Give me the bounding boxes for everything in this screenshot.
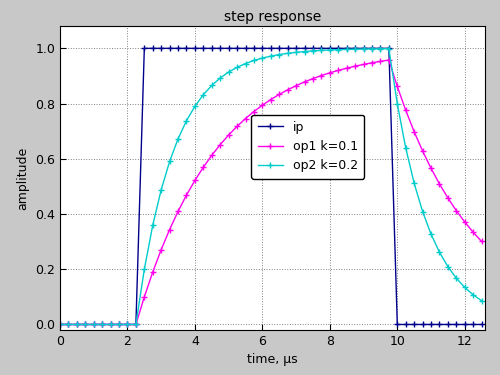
op2 k=0.2 [57, 322, 63, 327]
op1 k=0.1 [336, 68, 342, 73]
op1 k=0.1 [184, 193, 190, 197]
op1 k=0.1 [470, 230, 476, 234]
op1 k=0.1 [150, 270, 156, 274]
ip [478, 322, 484, 327]
ip [142, 46, 148, 51]
op1 k=0.1 [386, 58, 392, 62]
ip [369, 46, 375, 51]
op1 k=0.1 [57, 322, 63, 327]
Line: op1 k=0.1: op1 k=0.1 [56, 57, 485, 328]
ip [57, 322, 63, 327]
op2 k=0.2 [336, 47, 342, 52]
Title: step response: step response [224, 10, 321, 24]
op2 k=0.2 [470, 292, 476, 297]
ip [470, 322, 476, 327]
X-axis label: time, μs: time, μs [247, 353, 298, 366]
ip [158, 46, 164, 51]
op1 k=0.1 [360, 62, 366, 67]
Line: op2 k=0.2: op2 k=0.2 [56, 45, 485, 328]
ip [344, 46, 349, 51]
op2 k=0.2 [478, 298, 484, 303]
Line: ip: ip [56, 45, 485, 328]
ip [200, 46, 206, 51]
op2 k=0.2 [192, 104, 198, 108]
op1 k=0.1 [192, 178, 198, 183]
Y-axis label: amplitude: amplitude [16, 147, 30, 210]
ip [192, 46, 198, 51]
op1 k=0.1 [478, 239, 484, 244]
Legend: ip, op1 k=0.1, op2 k=0.2: ip, op1 k=0.1, op2 k=0.2 [252, 114, 364, 178]
op2 k=0.2 [150, 223, 156, 227]
op2 k=0.2 [386, 46, 392, 51]
op2 k=0.2 [360, 47, 366, 51]
op2 k=0.2 [184, 118, 190, 123]
